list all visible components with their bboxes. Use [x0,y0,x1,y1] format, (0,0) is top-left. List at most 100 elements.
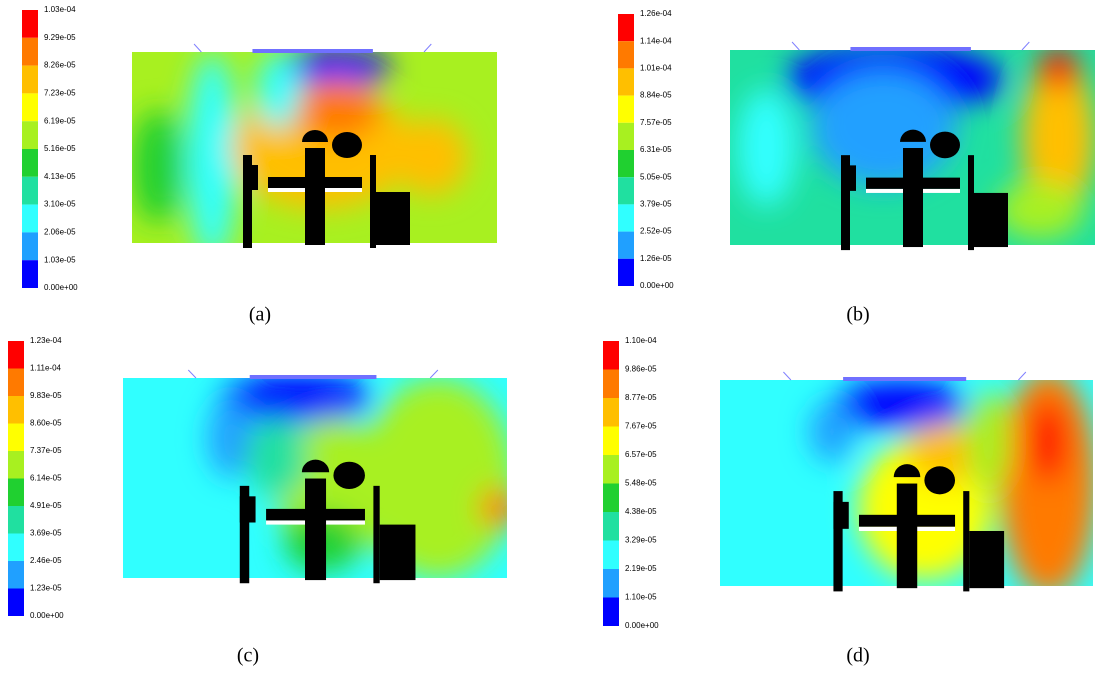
obstacle [896,483,918,589]
colorbar-label: 5.05e-05 [640,172,672,181]
colorbar-swatch [22,65,38,94]
inlet [1018,371,1027,381]
colorbar-swatch [22,37,38,66]
contour-region [256,52,300,129]
colorbar-label: 1.26e-04 [640,9,672,18]
colorbar-swatch [618,14,634,42]
panel: 1.10e-04 9.86e-05 8.77e-05 7.67e-05 6.57e-05… [603,336,1093,667]
colorbar-label: 7.37e-05 [30,446,62,455]
colorbar-swatch [603,341,619,370]
colorbar-label: 5.48e-05 [625,479,657,488]
obstacle [266,508,365,521]
colorbar-swatch [618,150,634,178]
colorbar-label: 9.29e-05 [44,33,76,42]
colorbar-swatch [8,396,24,424]
caption: (d) [846,645,869,667]
obstacle [833,491,843,592]
colorbar-label: 9.86e-05 [625,365,657,374]
obstacle [833,501,849,529]
obstacle [243,155,252,248]
contour-region [906,421,982,483]
obstacle [373,485,380,584]
colorbar-label: 6.31e-05 [640,145,672,154]
obstacle [841,155,850,251]
colorbar-swatch [618,258,634,286]
colorbar-label: 8.26e-05 [44,61,76,70]
colorbar-swatch [22,149,38,177]
obstacle [268,177,362,188]
contour-region [245,418,308,498]
colorbar-label: 8.84e-05 [640,91,672,100]
obstacle [974,192,1008,248]
contour-region [1036,50,1081,89]
colorbar-label: 1.10e-05 [625,593,657,602]
furniture [239,459,416,584]
contour-region [219,378,373,422]
obstacle [243,165,258,190]
obstacle [900,129,926,142]
obstacle [968,155,974,251]
obstacle [969,530,1005,589]
furniture [833,464,1005,592]
obstacle [903,148,923,248]
obstacle [305,478,327,581]
colorbar-label: 0.00e+00 [640,281,674,290]
obstacle [866,177,960,189]
contour-region [207,398,254,478]
colorbar-swatch [8,368,24,396]
colorbar-label: 2.52e-05 [640,227,672,236]
obstacle [370,155,376,248]
colorbar-swatch [8,478,24,506]
colorbar-swatch [22,10,38,38]
colorbar-label: 4.38e-05 [625,507,657,516]
colorbar-label: 1.10e-04 [625,336,657,345]
colorbar-swatch [603,426,619,455]
obstacle [963,491,970,592]
colorbar-label: 4.13e-05 [44,172,76,181]
contour-field [132,52,497,243]
colorbar-label: 0.00e+00 [625,621,659,630]
obstacle [332,132,362,158]
colorbar-label: 8.60e-05 [30,419,62,428]
inlet [429,369,439,379]
colorbar-swatch [8,341,24,369]
colorbar-swatch [618,122,634,150]
contour-region [480,488,507,528]
inlet [1021,41,1030,51]
diffuser [843,377,967,381]
contour-region [132,109,184,224]
colorbar-label: 1.11e-04 [30,364,62,373]
colorbar-label: 7.23e-05 [44,89,76,98]
contour-region [737,89,796,206]
colorbar-label: 2.46e-05 [30,556,62,565]
colorbar-label: 3.79e-05 [640,200,672,209]
colorbar-swatch [22,121,38,149]
colorbar-swatch [603,483,619,512]
contour-region [394,118,468,196]
colorbar-swatch [618,204,634,232]
caption: (c) [237,645,259,667]
furniture [243,130,410,248]
diffuser [249,375,377,379]
contour-region [1022,59,1095,216]
contour-field [730,50,1095,245]
inlet [423,43,432,53]
contour-blobs [809,380,1093,586]
colorbar-label: 8.77e-05 [625,393,657,402]
colorbar-swatch [603,569,619,598]
contour-region [810,69,957,187]
colorbar-swatch [8,588,24,616]
colorbar-label: 0.00e+00 [44,283,78,292]
colorbar-label: 3.69e-05 [30,529,62,538]
colorbar-label: 2.06e-05 [44,228,76,237]
colorbar-swatch [22,93,38,122]
colorbar-swatch [603,540,619,569]
colorbar-label: 6.57e-05 [625,450,657,459]
colorbar-label: 1.01e-04 [640,64,672,73]
colorbar-swatch [618,41,634,69]
contour-region [292,78,381,140]
colorbar-swatch [8,423,24,451]
colorbar-label: 1.14e-04 [640,36,672,45]
colorbar-label: 6.14e-05 [30,474,62,483]
furniture [841,129,1008,251]
